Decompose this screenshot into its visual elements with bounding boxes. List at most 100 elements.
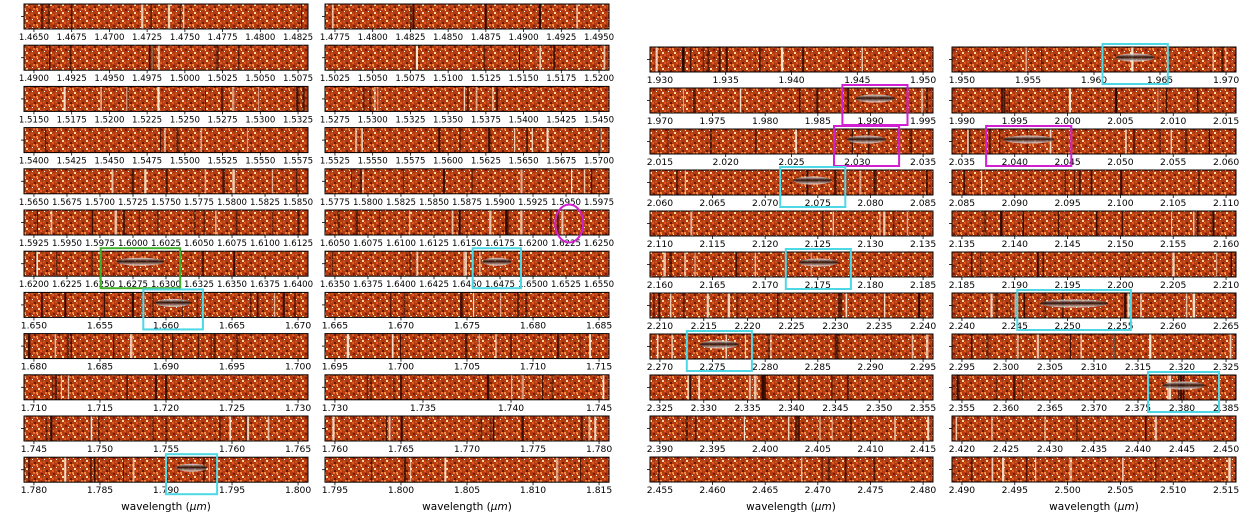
x-tick-label: 1.5775 xyxy=(320,198,350,208)
absorption-line xyxy=(1198,170,1200,195)
x-tick-label: 2.180 xyxy=(857,280,883,291)
absorption-line xyxy=(755,129,757,154)
x-tick-label: 1.800 xyxy=(285,485,311,496)
bright-line xyxy=(332,416,335,441)
spectrum-panel: 2.110 2.115 2.120 2.125 2.130 2.135 xyxy=(647,210,936,250)
emission-highlight xyxy=(471,247,523,290)
absorption-line xyxy=(957,375,960,400)
x-tick-label: 1.780 xyxy=(21,485,47,496)
x-tick-label: 2.135 xyxy=(910,239,936,250)
absorption-line xyxy=(802,47,805,72)
absorption-line xyxy=(1090,170,1093,195)
absorption-line xyxy=(505,210,508,235)
x-tick-label: 2.100 xyxy=(1107,198,1133,209)
x-tick-label: 1.690 xyxy=(153,362,179,373)
absorption-line xyxy=(834,334,838,359)
x-tick-label: 2.435 xyxy=(1081,444,1107,455)
x-tick-label: 2.475 xyxy=(857,485,883,496)
absorption-line xyxy=(245,416,248,441)
x-tick-label: 1.6375 xyxy=(353,280,383,290)
absorption-line xyxy=(799,88,801,113)
x-tick-label: 1.725 xyxy=(219,403,245,414)
x-tick-label: 1.930 xyxy=(647,75,673,86)
absorption-line xyxy=(667,129,669,154)
absorption-line xyxy=(131,168,135,194)
x-tick-label: 2.050 xyxy=(1107,157,1133,168)
panel-image xyxy=(650,457,933,482)
bright-line xyxy=(906,211,909,236)
bright-line xyxy=(1140,293,1142,318)
bright-line xyxy=(879,211,881,236)
panel-image xyxy=(24,86,308,112)
absorption-line xyxy=(1021,375,1023,400)
absorption-line xyxy=(205,86,206,112)
bright-line xyxy=(182,4,185,29)
x-tick-label: 1.6150 xyxy=(452,239,482,249)
bright-line xyxy=(332,4,334,29)
panel-image xyxy=(952,457,1236,482)
x-tick-label: 2.505 xyxy=(1107,485,1133,496)
bright-line xyxy=(801,457,803,482)
x-tick-label: 2.305 xyxy=(1037,362,1063,373)
x-tick-label: 1.950 xyxy=(910,75,936,86)
absorption-line xyxy=(35,251,37,277)
bright-line xyxy=(1171,211,1173,236)
magenta-ellipse xyxy=(554,203,585,244)
emission-trace xyxy=(1003,135,1055,144)
spectrum-panel: 1.5025 1.5050 1.5075 1.5100 1.5125 1.5150 1.51… xyxy=(320,44,614,84)
panel-image xyxy=(24,45,308,71)
x-tick-label: 2.110 xyxy=(647,239,673,250)
x-tick-label: 1.5900 xyxy=(485,198,515,208)
panel-image xyxy=(650,416,933,441)
x-tick-label: 2.515 xyxy=(1213,485,1239,496)
x-tick-label: 1.5950 xyxy=(551,198,581,208)
x-tick-label: 2.000 xyxy=(1054,116,1080,127)
x-tick-label: 1.750 xyxy=(87,444,113,455)
bright-line xyxy=(479,251,481,277)
absorption-line xyxy=(968,129,971,154)
spectrum-panel: 2.210 2.215 2.220 2.225 2.230 2.235 2.240 xyxy=(647,292,936,332)
x-tick-label: 1.5850 xyxy=(419,198,449,208)
absorption-line xyxy=(393,374,395,400)
panel-image xyxy=(325,374,609,400)
absorption-line xyxy=(152,45,154,71)
x-tick-label: 1.6325 xyxy=(184,280,214,290)
absorption-line xyxy=(203,210,206,235)
absorption-line xyxy=(91,210,94,235)
bright-line xyxy=(531,127,533,153)
x-tick-label: 2.125 xyxy=(805,239,831,250)
x-tick-label: 2.310 xyxy=(1081,362,1107,373)
absorption-line xyxy=(694,416,697,441)
bright-line xyxy=(1127,293,1130,318)
bright-line xyxy=(795,129,797,154)
absorption-line xyxy=(410,4,412,29)
absorption-line xyxy=(1042,252,1045,277)
absorption-line xyxy=(676,170,678,195)
absorption-line xyxy=(487,374,490,400)
emission-trace xyxy=(1115,53,1155,62)
x-tick-label: 1.4950 xyxy=(94,74,124,84)
x-tick-label: 1.715 xyxy=(586,362,612,373)
emission-trace xyxy=(176,463,207,472)
absorption-line xyxy=(337,210,340,235)
spectrum-panel: 1.5150 1.5175 1.5200 1.5225 1.5250 1.5275 1.53… xyxy=(19,85,313,125)
x-tick-label: 1.6100 xyxy=(250,239,280,249)
x-tick-label: 1.5075 xyxy=(283,74,313,84)
x-tick-label: 1.5800 xyxy=(353,198,383,208)
bright-line xyxy=(200,127,203,153)
x-tick-label: 2.170 xyxy=(752,280,778,291)
x-tick-label: 1.6000 xyxy=(118,239,148,249)
x-tick-label: 2.250 xyxy=(1054,321,1080,332)
x-tick-label: 2.395 xyxy=(699,444,725,455)
bright-line xyxy=(1170,129,1172,154)
spectrum-panel: 2.240 2.245 2.250 2.255 2.260 2.265 xyxy=(949,292,1239,332)
panel-image xyxy=(24,210,308,235)
bright-line xyxy=(141,4,144,29)
bright-line xyxy=(684,170,686,195)
spectrum-panel: 1.5650 1.5675 1.5700 1.5725 1.5750 1.5775 1.58… xyxy=(19,168,313,208)
absorption-line xyxy=(272,210,274,235)
absorption-line xyxy=(213,333,216,359)
bright-line xyxy=(1044,416,1046,441)
x-tick-label: 1.5325 xyxy=(395,115,425,125)
bright-line xyxy=(845,293,848,318)
